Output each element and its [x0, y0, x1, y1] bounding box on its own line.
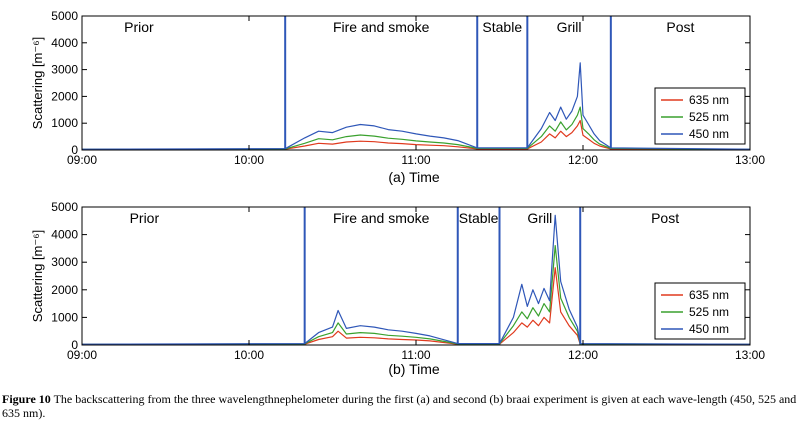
y-tick-label: 2000: [51, 89, 78, 103]
y-tick-label: 0: [71, 338, 78, 352]
x-tick-label: 12:00: [568, 348, 598, 362]
phase-label: Stable: [459, 210, 499, 226]
plot-area-frame: [81, 15, 751, 151]
legend-entry: 525 nm: [689, 110, 729, 124]
figure-label: Figure 10: [2, 392, 51, 406]
chart-panel-b: Prior Fire and smoke Stable Grill Post 0 1000 2…: [30, 200, 765, 377]
series-line-450-nm: [81, 62, 751, 150]
legend: 635 nm 525 nm 450 nm: [654, 87, 746, 145]
x-tick-label: 09:00: [67, 153, 97, 167]
y-axis-label: Scattering [m⁻⁶]: [30, 230, 45, 322]
phase-label: Fire and smoke: [333, 210, 430, 226]
figure-caption: Figure 10 The backscattering from the th…: [2, 392, 798, 420]
y-tick-label: 4000: [51, 228, 78, 242]
x-tick-label: 12:00: [568, 153, 598, 167]
y-tick-label: 5000: [51, 200, 78, 214]
phase-label: Grill: [557, 19, 582, 35]
y-tick-label: 1000: [51, 310, 78, 324]
phase-label: Prior: [130, 210, 160, 226]
y-tick-label: 4000: [51, 36, 78, 50]
x-tick-label: 11:00: [401, 348, 430, 362]
phase-label: Prior: [124, 19, 154, 35]
legend-entry: 635 nm: [689, 288, 729, 302]
series-line-525-nm: [81, 106, 751, 150]
phase-label: Post: [651, 210, 679, 226]
series-line-450-nm: [81, 214, 751, 345]
legend-entry: 450 nm: [689, 127, 729, 141]
legend-entry: 450 nm: [689, 322, 729, 336]
phase-label: Grill: [527, 210, 552, 226]
figure: Prior Fire and smoke Stable Grill Post 0 1000 2…: [30, 9, 765, 377]
x-tick-label: 10:00: [234, 153, 264, 167]
legend: 635 nm 525 nm 450 nm: [654, 282, 746, 340]
phase-label: Post: [666, 19, 694, 35]
y-tick-label: 3000: [51, 63, 78, 77]
y-tick-label: 3000: [51, 255, 78, 269]
x-tick-label: 11:00: [401, 153, 430, 167]
series-line-525-nm: [81, 245, 751, 345]
x-axis-label: (b) Time: [388, 361, 440, 377]
x-tick-label: 13:00: [735, 348, 765, 362]
y-tick-label: 1000: [51, 116, 78, 130]
y-tick-label: 0: [71, 143, 78, 157]
x-tick-label: 13:00: [735, 153, 765, 167]
x-tick-label: 09:00: [67, 348, 97, 362]
y-axis-label: Scattering [m⁻⁶]: [30, 37, 45, 129]
plot-area-frame: [81, 206, 751, 346]
y-tick-label: 5000: [51, 9, 78, 23]
phase-label: Fire and smoke: [333, 19, 430, 35]
legend-entry: 525 nm: [689, 305, 729, 319]
x-tick-label: 10:00: [234, 348, 264, 362]
x-axis-label: (a) Time: [388, 169, 440, 185]
y-tick-label: 2000: [51, 283, 78, 297]
caption-text: The backscattering from the three wavele…: [2, 392, 797, 420]
legend-entry: 635 nm: [689, 93, 729, 107]
phase-label: Stable: [482, 19, 522, 35]
chart-panel-a: Prior Fire and smoke Stable Grill Post 0 1000 2…: [30, 9, 765, 185]
